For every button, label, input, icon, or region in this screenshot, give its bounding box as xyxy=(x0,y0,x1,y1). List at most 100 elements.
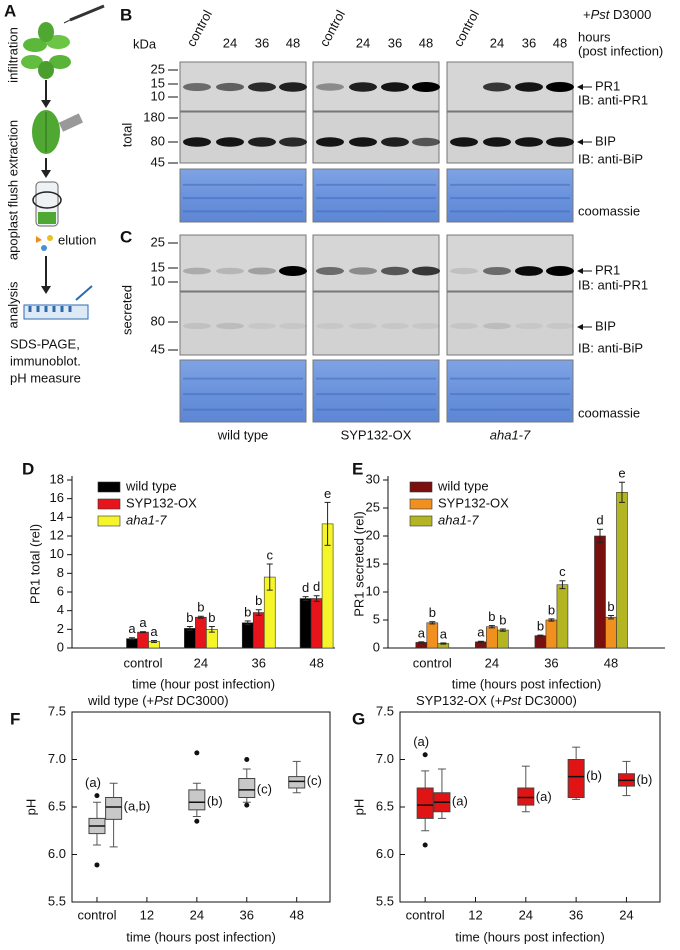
box xyxy=(517,787,535,806)
chart-title-part: wild type (+ xyxy=(87,693,154,708)
bar xyxy=(545,619,558,649)
bar xyxy=(241,622,254,649)
hours-label: (post infection) xyxy=(578,43,663,58)
y-tick-label: 15 xyxy=(366,555,380,570)
significance-letter: a xyxy=(477,625,485,640)
panel-letter: A xyxy=(4,1,16,20)
blot-band xyxy=(412,266,440,276)
group-label: (a) xyxy=(85,775,101,790)
x-tick-label: 12 xyxy=(468,907,482,922)
treatment-label-part: + xyxy=(583,7,591,22)
blot-band xyxy=(450,322,478,330)
blot xyxy=(446,291,574,356)
band-arrow-head xyxy=(577,84,583,90)
coomassie-gel xyxy=(179,168,307,223)
marker-label: 80 xyxy=(151,133,165,148)
lane-label: control xyxy=(450,7,482,49)
error-bar xyxy=(607,615,614,620)
blot-band xyxy=(248,322,276,330)
y-tick-label: 10 xyxy=(50,546,64,561)
blot-band xyxy=(483,137,511,147)
error-bar xyxy=(440,642,447,645)
legend-swatch xyxy=(409,481,433,493)
significance-letter: b xyxy=(499,612,506,627)
band-arrow-head xyxy=(577,324,583,330)
significance-letter: c xyxy=(559,564,566,579)
y-tick-label: 6.5 xyxy=(48,798,66,813)
error-bar xyxy=(313,595,320,602)
blot-band xyxy=(279,266,307,276)
x-tick-label: 48 xyxy=(309,655,323,670)
box xyxy=(567,759,585,798)
bar xyxy=(497,629,509,649)
x-tick-label: control xyxy=(77,907,116,922)
error-bar xyxy=(418,641,425,644)
error-bar xyxy=(197,615,204,619)
outlier xyxy=(244,802,250,808)
legend-label: wild type xyxy=(437,478,489,493)
blot-band xyxy=(381,322,409,330)
error-bar xyxy=(208,626,215,633)
stain-label: coomassie xyxy=(578,203,640,218)
blot-band xyxy=(546,137,574,147)
band-label: BIP xyxy=(595,318,616,333)
error-bar xyxy=(244,620,251,626)
x-tick-label: 24 xyxy=(619,907,633,922)
analysis-line: SDS-PAGE, xyxy=(10,336,80,351)
blot-band xyxy=(546,82,574,92)
significance-letter: b xyxy=(429,605,436,620)
legend-swatch xyxy=(409,498,433,510)
lane-label: control xyxy=(183,7,215,49)
error-bar xyxy=(324,501,331,546)
blot xyxy=(312,291,440,356)
outlier xyxy=(244,757,250,762)
lane-label: 24 xyxy=(490,35,504,50)
marker-label: 180 xyxy=(143,109,165,124)
y-tick-label: 25 xyxy=(366,499,380,514)
group-label: (a) xyxy=(413,734,429,749)
bar xyxy=(534,635,547,649)
kda-label: kDa xyxy=(133,36,157,51)
y-tick-label: 10 xyxy=(366,583,380,598)
error-bar xyxy=(255,609,262,616)
significance-letter: a xyxy=(139,615,147,630)
x-axis-label: time (hour post infection) xyxy=(132,676,275,691)
elution-label: elution xyxy=(58,232,96,247)
y-tick-label: 30 xyxy=(366,471,380,486)
x-tick-label: control xyxy=(406,907,445,922)
y-axis-label: PR1 total (rel) xyxy=(27,524,42,604)
blot-band xyxy=(515,266,543,276)
treatment-label-part: D3000 xyxy=(609,7,651,22)
bar xyxy=(299,598,312,649)
x-tick-label: 36 xyxy=(251,655,265,670)
blot-band xyxy=(450,267,478,275)
y-tick-label: 12 xyxy=(50,527,64,542)
error-bar xyxy=(537,634,544,637)
blot-band xyxy=(412,82,440,92)
x-tick-label: 36 xyxy=(240,907,254,922)
bar xyxy=(426,622,439,649)
lane-label: 48 xyxy=(553,35,567,50)
y-tick-label: 14 xyxy=(50,509,64,524)
lane-label: 48 xyxy=(286,35,300,50)
y-tick-label: 8 xyxy=(57,565,64,580)
blot-band xyxy=(381,266,409,276)
y-tick-label: 7.5 xyxy=(48,703,66,718)
marker-label: 25 xyxy=(151,234,165,249)
genotype-label: wild type xyxy=(217,427,269,442)
bar xyxy=(137,631,149,649)
legend-swatch xyxy=(97,481,121,493)
blot-band xyxy=(216,137,244,147)
marker-label: 45 xyxy=(151,154,165,169)
y-tick-label: 6 xyxy=(57,583,64,598)
marker-label: 45 xyxy=(151,341,165,356)
y-tick-label: 0 xyxy=(373,639,380,654)
outlier xyxy=(194,818,200,824)
blot-band xyxy=(216,267,244,275)
chart-title: SYP132-OX (+Pst DC3000) xyxy=(416,693,577,708)
analysis-line: pH measure xyxy=(10,370,81,385)
significance-letter: b xyxy=(197,600,204,615)
y-tick-label: 7.5 xyxy=(376,703,394,718)
significance-letter: c xyxy=(266,547,273,562)
